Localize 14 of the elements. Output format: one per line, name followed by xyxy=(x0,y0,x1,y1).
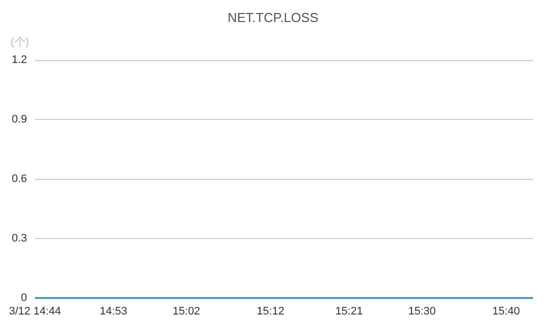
x-tick-label: 15:21 xyxy=(335,306,363,318)
y-tick-label: 1.2 xyxy=(12,54,27,66)
y-tick-label: 0.9 xyxy=(12,114,27,126)
x-tick-label: 15:30 xyxy=(408,306,436,318)
y-tick-label: 0.3 xyxy=(12,232,27,244)
chart-title: NET.TCP.LOSS xyxy=(228,10,319,25)
x-tick-label: 3/12 14:44 xyxy=(9,306,61,318)
x-tick-label: 15:02 xyxy=(172,306,200,318)
y-tick-label: 0.6 xyxy=(12,173,27,185)
y-tick-label: 0 xyxy=(20,292,27,304)
x-tick-label: 15:40 xyxy=(492,306,520,318)
x-tick-label: 14:53 xyxy=(100,306,128,318)
y-axis-title: (个) xyxy=(10,36,29,48)
x-tick-label: 15:12 xyxy=(256,306,284,318)
